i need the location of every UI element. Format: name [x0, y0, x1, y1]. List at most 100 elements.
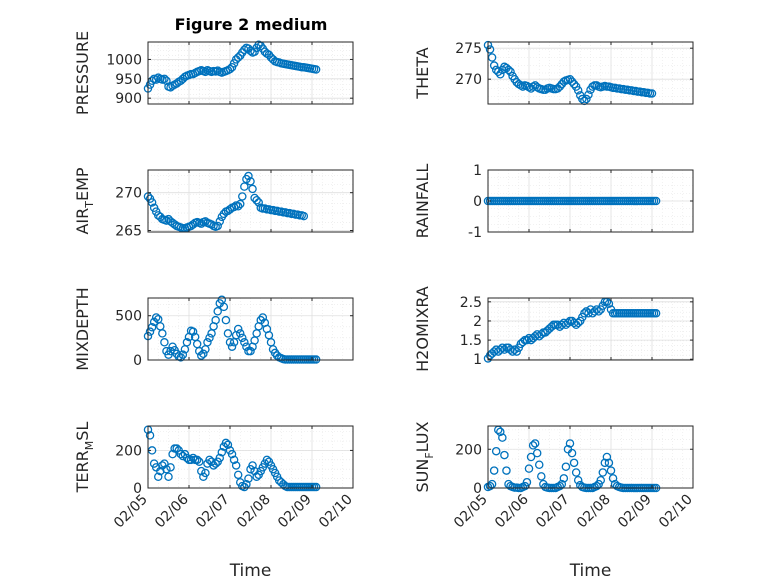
y-tick-label: 1 [473, 163, 482, 179]
data-point [178, 451, 188, 461]
x-tick-label: 02/09 [615, 492, 655, 532]
data-point [506, 67, 515, 77]
data-point [485, 45, 495, 54]
data-point [508, 347, 517, 356]
data-point [233, 324, 243, 334]
axes-rainfall: -1 0 1 RAINFALL [413, 163, 694, 241]
y-axis-label: TERRMSL [73, 422, 96, 494]
data-point [225, 205, 235, 214]
data-point [573, 86, 583, 95]
data-point [178, 350, 188, 359]
data-point [498, 433, 507, 442]
series-h2omixra [483, 297, 661, 363]
data-point [592, 481, 601, 491]
data-point [197, 351, 206, 360]
y-axis-label: THETA [413, 47, 432, 99]
data-point [205, 455, 214, 465]
data-point [194, 457, 204, 466]
y-tick-label: 0 [133, 353, 142, 369]
data-point [227, 449, 237, 459]
y-tick-label: 950 [115, 72, 142, 88]
axes-terrmsl: 0 200 02/05 02/06 02/07 02/08 02/09 02/10 Time TE… [73, 422, 356, 581]
data-point [153, 472, 163, 481]
data-point [205, 333, 214, 343]
data-point [199, 349, 208, 359]
data-point [578, 94, 587, 104]
axes-mixdepth: 0 500 MIXDEPTH [73, 287, 354, 371]
data-point [151, 75, 161, 84]
y-tick-label: 1000 [106, 52, 142, 68]
figure-title: Figure 2 medium [175, 15, 328, 34]
data-point [526, 452, 536, 462]
data-point [606, 466, 616, 475]
data-point [221, 438, 231, 448]
y-axis-label: H2OMIXRA [413, 286, 432, 372]
y-tick-label: 2.5 [460, 295, 482, 311]
data-point [172, 444, 181, 453]
y-tick-label: 0 [473, 194, 482, 210]
data-point [213, 307, 222, 316]
data-point [252, 472, 261, 481]
data-point [238, 333, 247, 343]
axes-h2omixra: 1 1.5 2 2.5 H2OMIXRA [413, 286, 694, 372]
data-point [235, 199, 245, 209]
data-point [252, 195, 261, 205]
data-point [518, 337, 528, 347]
data-point [524, 464, 534, 473]
data-point [602, 452, 612, 462]
x-tick-label: 02/05 [111, 492, 151, 532]
data-point [555, 82, 565, 91]
data-point [555, 481, 565, 491]
data-point [244, 171, 253, 181]
data-point [240, 182, 249, 191]
y-tick-label: 900 [115, 91, 142, 107]
data-point [567, 448, 577, 458]
data-point [217, 448, 227, 457]
x-tick-label: 02/07 [533, 492, 573, 532]
y-tick-label: 1.5 [460, 333, 482, 349]
data-point [598, 468, 608, 477]
data-point [203, 338, 212, 347]
y-tick-label: -1 [468, 225, 482, 241]
data-point [565, 439, 575, 448]
data-point [504, 65, 513, 75]
data-point [651, 309, 661, 318]
y-tick-label: 270 [115, 186, 142, 202]
series-pressure [143, 40, 321, 93]
data-point [182, 338, 192, 347]
x-axis-label: Time [569, 561, 612, 581]
data-point [225, 64, 235, 74]
data-point [225, 338, 235, 347]
data-point [532, 448, 542, 458]
data-point [244, 474, 253, 483]
data-point [221, 315, 231, 325]
data-point [592, 305, 601, 314]
data-point [498, 343, 507, 353]
axes-frame [147, 169, 354, 233]
data-point [537, 330, 546, 339]
data-point [496, 69, 505, 79]
axes-frame [147, 41, 354, 105]
series-terrmsl [143, 425, 321, 492]
data-point [565, 74, 575, 84]
data-point [651, 196, 661, 206]
y-tick-label: 0 [133, 481, 142, 497]
data-point [496, 427, 505, 437]
data-point [160, 459, 169, 468]
data-point [223, 329, 233, 338]
data-point [240, 45, 249, 55]
data-point [522, 477, 532, 487]
data-point [559, 474, 569, 483]
data-point [197, 466, 206, 476]
y-tick-label: 1 [473, 352, 482, 368]
data-point [491, 446, 501, 456]
data-point [238, 192, 247, 201]
axes-frame [147, 297, 354, 361]
data-point [211, 315, 220, 325]
x-axis-label: Time [229, 561, 272, 581]
data-point [207, 220, 216, 229]
data-point [573, 475, 583, 485]
y-tick-label: 2 [473, 314, 482, 330]
data-point [489, 61, 499, 70]
axes-airtemp: 265 270 AIRTEMP [73, 167, 354, 239]
